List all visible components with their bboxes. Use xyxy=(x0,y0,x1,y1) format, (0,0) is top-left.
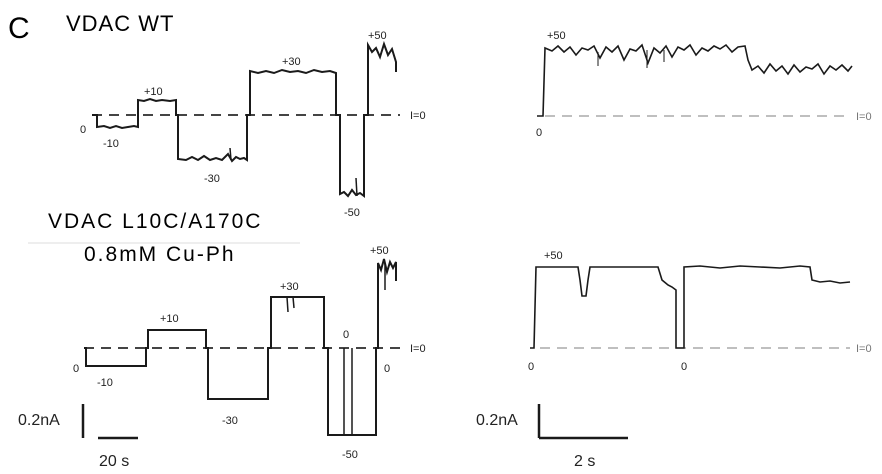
level-label: 0 xyxy=(80,124,86,136)
level-label: +30 xyxy=(282,56,301,68)
trace-spike xyxy=(292,296,295,309)
baseline-label: I=0 xyxy=(856,111,872,123)
scale-bar-right: 0.2nA 2 s xyxy=(476,404,628,470)
level-label: +30 xyxy=(280,281,299,293)
scale-time-label: 20 s xyxy=(99,453,129,470)
trace-spike xyxy=(286,296,289,313)
level-label: +50 xyxy=(544,250,563,262)
scale-bar-left: 0.2nA 20 s xyxy=(18,404,138,470)
level-label: +50 xyxy=(368,30,387,42)
level-label: 0 xyxy=(536,127,542,139)
scale-current-label: 0.2nA xyxy=(476,412,518,429)
level-label: 0 xyxy=(681,361,687,373)
baseline-label: I=0 xyxy=(410,343,426,355)
level-label: -30 xyxy=(204,173,220,185)
level-label: 0 xyxy=(73,363,79,375)
level-label: 0 xyxy=(343,329,349,341)
level-label: -50 xyxy=(342,449,358,461)
panel-letter: C xyxy=(8,12,30,45)
level-label: -10 xyxy=(97,377,113,389)
trace-spike xyxy=(229,147,232,161)
scale-current-label: 0.2nA xyxy=(18,412,60,429)
baseline-label: I=0 xyxy=(410,110,426,122)
level-label: +10 xyxy=(144,86,163,98)
level-label: -30 xyxy=(222,415,238,427)
scale-time-label: 2 s xyxy=(574,453,595,470)
trace-wt-steps: 0 -10 +10 -30 +30 -50 +50 I=0 xyxy=(80,30,426,219)
wt-title: VDAC WT xyxy=(66,11,174,36)
level-label: -10 xyxy=(103,138,119,150)
trace-mutant-zoom: +50 0 0 I=0 xyxy=(528,250,872,373)
level-label: +50 xyxy=(547,30,566,42)
level-label: +10 xyxy=(160,313,179,325)
mutant-title-line1: VDAC L10C/A170C xyxy=(48,210,262,233)
trace-wt-zoom: +50 0 I=0 xyxy=(536,30,872,139)
trace-mutant-steps: 0 -10 +10 -30 +30 0 -50 0 +50 I=0 xyxy=(73,245,426,461)
level-label: +50 xyxy=(370,245,389,257)
level-label: -50 xyxy=(344,207,360,219)
level-label: 0 xyxy=(384,363,390,375)
trace-spike xyxy=(355,177,358,197)
level-label: 0 xyxy=(528,361,534,373)
baseline-label: I=0 xyxy=(856,343,872,355)
mutant-title-line2: 0.8mM Cu-Ph xyxy=(84,243,236,266)
